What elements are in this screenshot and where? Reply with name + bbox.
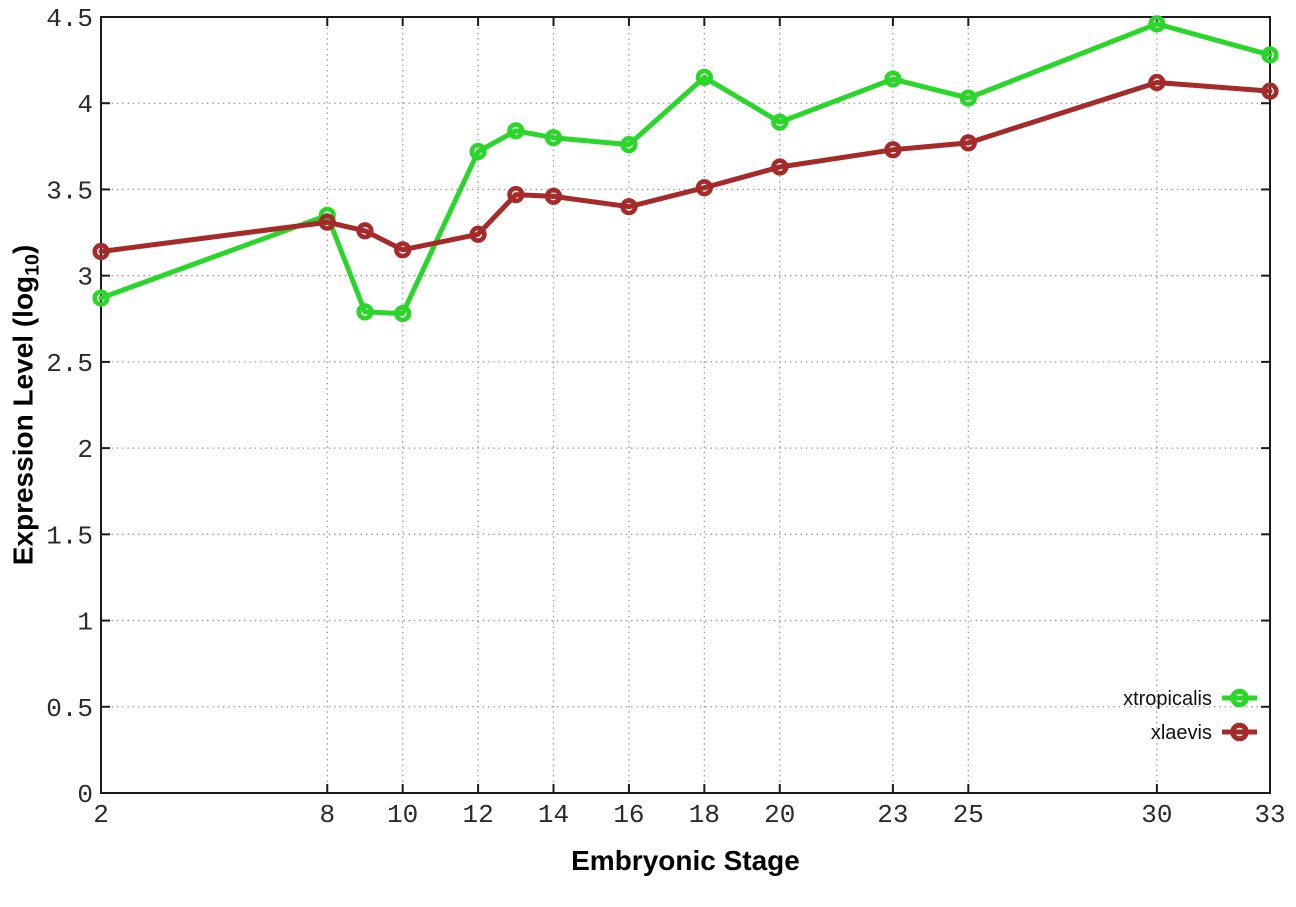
legend-label-xlaevis: xlaevis xyxy=(1151,722,1212,744)
series-marker-xtropicalis-stage-30 xyxy=(1148,15,1166,33)
series-marker-xtropicalis-stage-12 xyxy=(469,142,487,161)
y-tick-label-3: 3 xyxy=(77,263,93,293)
series-marker-xlaevis-stage-9 xyxy=(356,222,374,240)
legend-label-xtropicalis: xtropicalis xyxy=(1123,688,1212,710)
y-tick-label-1.5: 1.5 xyxy=(46,521,93,551)
series-marker-xtropicalis-stage-2 xyxy=(92,289,110,307)
y-tick-label-2.5: 2.5 xyxy=(46,349,93,379)
y-tick-label-1: 1 xyxy=(77,608,93,638)
y-tick-label-2: 2 xyxy=(77,435,93,465)
x-tick-label-12: 12 xyxy=(462,800,493,830)
y-axis-title-subscript: 10 xyxy=(21,254,44,276)
series-marker-xtropicalis-stage-20 xyxy=(771,113,789,131)
legend-sample-marker-xlaevis xyxy=(1230,722,1249,742)
y-tick-label-4.5: 4.5 xyxy=(46,4,93,34)
y-axis-title-close: ) xyxy=(7,244,39,255)
series-marker-xlaevis-stage-14 xyxy=(544,187,563,205)
series-marker-xtropicalis-stage-16 xyxy=(620,136,638,154)
y-tick-label-0.5: 0.5 xyxy=(46,694,93,724)
x-tick-label-25: 25 xyxy=(953,800,984,830)
series-marker-xlaevis-stage-8 xyxy=(318,213,336,231)
y-tick-label-3.5: 3.5 xyxy=(46,176,93,206)
series-marker-xtropicalis-stage-33 xyxy=(1261,46,1279,64)
series-marker-xlaevis-stage-30 xyxy=(1148,73,1166,92)
x-tick-label-20: 20 xyxy=(764,800,795,830)
legend-sample-marker-xtropicalis xyxy=(1230,688,1249,708)
x-tick-label-16: 16 xyxy=(613,800,644,830)
series-marker-xlaevis-stage-10 xyxy=(394,241,412,259)
series-line-xlaevis xyxy=(98,80,1273,255)
series-marker-xlaevis-stage-23 xyxy=(884,141,902,159)
series-marker-xlaevis-stage-20 xyxy=(771,158,789,176)
y-tick-label-0: 0 xyxy=(77,780,93,810)
series-marker-xtropicalis-stage-25 xyxy=(959,89,977,107)
y-tick-label-4: 4 xyxy=(77,90,93,120)
y-axis-title-text: Expression Level (log xyxy=(7,275,39,566)
series-marker-xlaevis-stage-12 xyxy=(469,225,487,243)
series-marker-xlaevis-stage-16 xyxy=(620,198,638,216)
series-line-xtropicalis xyxy=(98,21,1273,317)
x-tick-label-10: 10 xyxy=(387,800,418,830)
y-axis-title: Expression Level (log10) xyxy=(8,245,45,566)
x-axis-title: Embryonic Stage xyxy=(571,845,800,876)
x-tick-label-30: 30 xyxy=(1141,800,1172,830)
series-marker-xlaevis-stage-25 xyxy=(959,134,977,152)
series-marker-xtropicalis-stage-10 xyxy=(394,305,412,323)
x-tick-label-23: 23 xyxy=(877,800,908,830)
x-tick-label-2: 2 xyxy=(93,800,109,830)
x-tick-label-14: 14 xyxy=(538,800,569,830)
x-tick-label-8: 8 xyxy=(319,800,335,830)
series-marker-xtropicalis-stage-23 xyxy=(884,70,902,88)
series-marker-xlaevis-stage-33 xyxy=(1261,82,1279,100)
x-tick-label-18: 18 xyxy=(689,800,720,830)
series-marker-xlaevis-stage-18 xyxy=(695,179,713,197)
series-marker-xlaevis-stage-2 xyxy=(92,242,110,261)
plot-border xyxy=(100,16,1271,794)
x-tick-label-33: 33 xyxy=(1254,800,1285,830)
series-marker-xtropicalis-stage-13 xyxy=(507,122,525,140)
series-marker-xlaevis-stage-13 xyxy=(507,186,525,204)
series-marker-xtropicalis-stage-18 xyxy=(695,68,713,86)
series-marker-xtropicalis-stage-9 xyxy=(356,303,374,321)
series-marker-xtropicalis-stage-14 xyxy=(544,129,563,147)
